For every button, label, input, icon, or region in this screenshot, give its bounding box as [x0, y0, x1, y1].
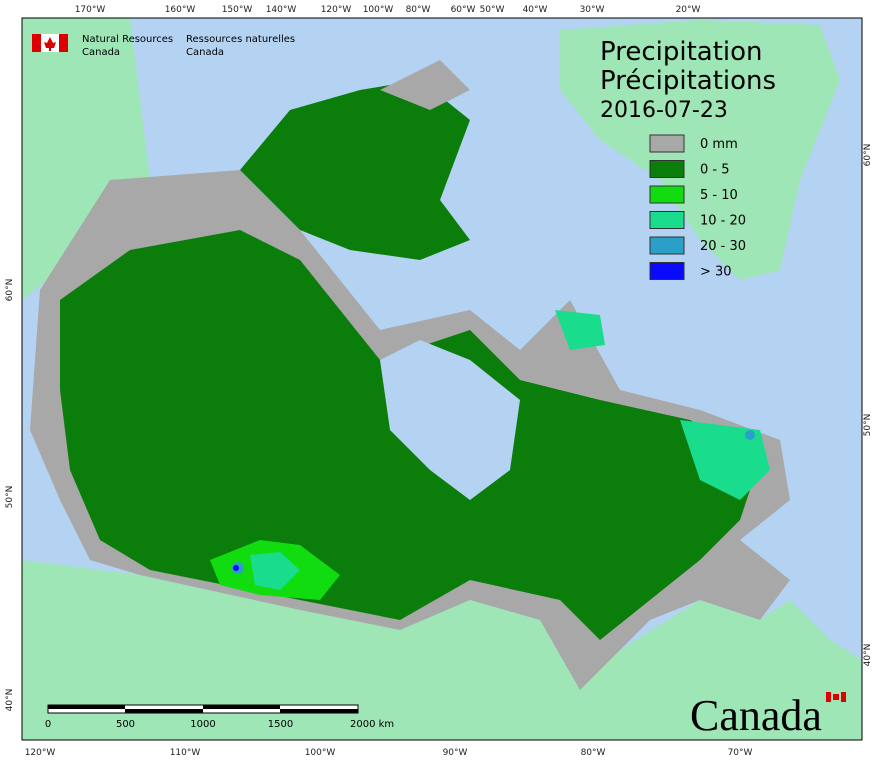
lon-label-top: 140°W: [266, 5, 297, 15]
alaska: [22, 18, 150, 300]
lat-label-left: 50°N: [5, 486, 15, 509]
legend-label: 5 - 10: [700, 188, 738, 203]
lon-label-bottom: 120°W: [25, 748, 56, 758]
lon-label-bottom: 110°W: [170, 748, 201, 758]
title-en: Precipitation: [600, 37, 763, 67]
lat-label-left: 60°N: [5, 279, 15, 302]
maple-leaf: [44, 37, 56, 51]
lon-label-bottom: 80°W: [581, 748, 606, 758]
legend-label: > 30: [700, 265, 732, 280]
lon-label-top: 50°W: [480, 5, 505, 15]
arctic-islands: [240, 80, 470, 260]
precip-10-20: [250, 552, 300, 590]
agency-en: Natural Resources: [82, 34, 173, 45]
greenland: [560, 20, 840, 280]
agency-fr: Ressources naturelles: [186, 34, 295, 45]
frame-border: [21, 17, 863, 741]
lon-label-top: 80°W: [406, 5, 431, 15]
ellesmere: [380, 60, 470, 110]
legend-swatch: [649, 211, 685, 229]
legend-label: 20 - 30: [700, 239, 746, 254]
legend-label: 0 - 5: [700, 163, 730, 178]
lon-label-top: 60°W: [451, 5, 476, 15]
flag-bar: [826, 692, 831, 702]
precip-20-30-east: [745, 430, 755, 440]
legend-label: 0 mm: [700, 137, 738, 152]
precip-10-20-quebec: [680, 420, 770, 500]
maple-leaf: [833, 694, 839, 700]
lon-label-top: 120°W: [321, 5, 352, 15]
canada-wordmark: Canada: [690, 691, 846, 740]
legend-swatch: [649, 134, 685, 153]
hudson-bay: [380, 340, 520, 500]
graticule-labels: 170°W 160°W 150°W 140°W 120°W 100°W 80°W 60°W 50…: [5, 5, 873, 758]
flag-bar: [32, 34, 41, 52]
wordmark: Canada: [690, 691, 822, 740]
scale-label: 0: [45, 719, 51, 730]
scale-label: 1500: [268, 719, 293, 730]
precip-10-20-ungava: [555, 310, 605, 350]
lon-label-top: 30°W: [580, 5, 605, 15]
usa: [22, 560, 862, 740]
scale-label: 500: [116, 719, 135, 730]
country-en: Canada: [82, 47, 120, 58]
lon-label-bottom: 70°W: [728, 748, 753, 758]
country-fr: Canada: [186, 47, 224, 58]
scale-seg: [125, 709, 203, 713]
lat-label-right: 50°N: [863, 414, 873, 437]
lat-label-left: 40°N: [5, 689, 15, 712]
map-date: 2016-07-23: [600, 98, 728, 123]
scale-label: 1000: [190, 719, 215, 730]
lat-label-right: 60°N: [863, 144, 873, 167]
map-frame: [21, 17, 863, 741]
lat-label-right: 40°N: [863, 644, 873, 667]
lon-label-top: 160°W: [165, 5, 196, 15]
lon-label-top: 100°W: [363, 5, 394, 15]
legend: 0 mm 0 - 5 5 - 10 10 - 20 20 - 30 > 30: [649, 134, 746, 280]
lon-label-bottom: 90°W: [443, 748, 468, 758]
scale-seg: [203, 705, 280, 709]
scale-bar: 0 500 1000 1500 2000 km: [45, 704, 394, 730]
title-fr: Précipitations: [600, 66, 776, 96]
legend-swatch: [649, 262, 685, 280]
lon-label-bottom: 100°W: [305, 748, 336, 758]
scale-seg: [280, 709, 358, 713]
lon-label-top: 150°W: [222, 5, 253, 15]
legend-label: 10 - 20: [700, 214, 746, 229]
flag-bar: [59, 34, 68, 52]
precip-over-30: [233, 565, 239, 571]
lon-label-top: 40°W: [523, 5, 548, 15]
legend-swatch: [649, 236, 685, 255]
scale-label: 2000 km: [350, 719, 394, 730]
flag-bar: [841, 692, 846, 702]
legend-swatch: [649, 160, 685, 178]
nrcan-logo: Natural Resources Canada Ressources natu…: [32, 34, 295, 58]
legend-swatch: [649, 185, 685, 204]
lon-label-top: 20°W: [676, 5, 701, 15]
scale-seg: [48, 705, 125, 709]
lon-label-top: 170°W: [75, 5, 106, 15]
